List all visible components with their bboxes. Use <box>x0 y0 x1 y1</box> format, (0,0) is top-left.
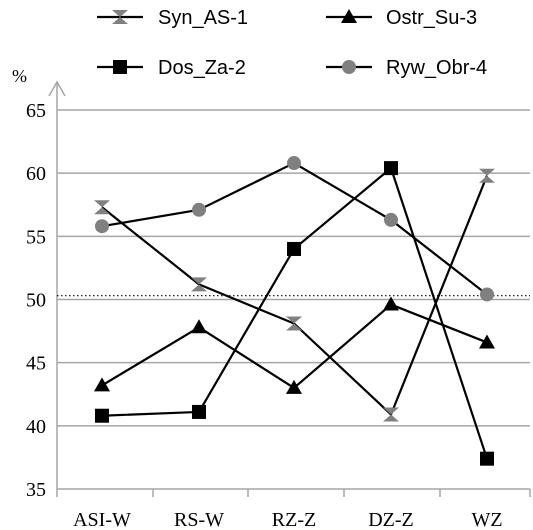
x-tick-label: RS-W <box>174 509 224 530</box>
data-point-ostr-su-3 <box>191 319 207 334</box>
data-point-syn-as-1 <box>479 168 495 183</box>
legend-label: Ostr_Su-3 <box>386 7 477 29</box>
y-axis-arrow-icon <box>48 80 66 97</box>
legend-marker-square-icon <box>113 60 127 74</box>
series-group <box>94 156 495 466</box>
series-line-dos-za-2 <box>101 167 489 460</box>
x-tick-label: ASI-W <box>73 509 131 530</box>
axes: 35 40 45 50 55 60 65% ASI-W RS-W RZ-Z DZ-Z WZ <box>12 66 531 530</box>
data-point-ryw-obr-4 <box>95 219 109 234</box>
legend-label: Syn_AS-1 <box>158 7 248 29</box>
grid-lines <box>57 109 530 427</box>
series-ostr-su-3 <box>94 296 495 394</box>
series-line-ryw-obr-4 <box>101 161 488 296</box>
y-tick-label: 35 <box>26 479 46 501</box>
legend-item-ostr-su-3: Ostr_Su-3 <box>326 7 477 29</box>
y-tick-label: 45 <box>26 353 46 375</box>
data-point-syn-as-1 <box>383 407 399 422</box>
data-point-ryw-obr-4 <box>287 156 301 171</box>
series-ryw-obr-4 <box>95 156 494 302</box>
data-point-dos-za-2 <box>192 404 206 419</box>
data-point-ostr-su-3 <box>479 334 495 349</box>
series-syn-as-1 <box>94 168 495 422</box>
data-point-syn-as-1 <box>286 316 302 331</box>
y-axis-unit: % <box>12 66 27 86</box>
data-point-ostr-su-3 <box>383 296 399 311</box>
legend-marker-hourglass-icon <box>112 10 128 24</box>
legend-label: Dos_Za-2 <box>158 57 246 79</box>
legend-label: Ryw_Obr-4 <box>386 57 487 79</box>
legend: Syn_AS-1 Ostr_Su-3 Dos_Za-2 Ryw_Obr-4 <box>97 7 487 79</box>
data-point-dos-za-2 <box>384 161 398 176</box>
y-tick-label: 40 <box>26 416 46 438</box>
data-point-dos-za-2 <box>480 451 494 466</box>
legend-item-ryw-obr-4: Ryw_Obr-4 <box>326 57 487 79</box>
data-point-ryw-obr-4 <box>480 287 494 302</box>
data-point-syn-as-1 <box>94 200 110 215</box>
series-dos-za-2 <box>95 161 494 466</box>
data-point-ostr-su-3 <box>286 379 302 394</box>
legend-item-dos-za-2: Dos_Za-2 <box>97 57 246 79</box>
y-tick-label: 60 <box>26 163 46 185</box>
data-point-ryw-obr-4 <box>384 212 398 227</box>
y-tick-label: 50 <box>26 290 46 312</box>
x-tick-label: DZ-Z <box>368 509 414 530</box>
data-point-dos-za-2 <box>95 408 109 423</box>
data-point-syn-as-1 <box>191 277 207 292</box>
legend-marker-triangle-icon <box>341 9 357 23</box>
y-tick-label: 65 <box>26 100 46 122</box>
x-tick-label: RZ-Z <box>272 509 316 530</box>
data-point-dos-za-2 <box>287 241 301 256</box>
y-tick-label: 55 <box>26 226 46 248</box>
legend-item-syn-as-1: Syn_AS-1 <box>97 7 248 29</box>
series-line-syn-as-1 <box>101 175 489 416</box>
data-point-ostr-su-3 <box>94 377 110 392</box>
x-tick-label: WZ <box>471 509 502 530</box>
legend-marker-circle-icon <box>342 60 356 74</box>
data-point-ryw-obr-4 <box>192 202 206 217</box>
